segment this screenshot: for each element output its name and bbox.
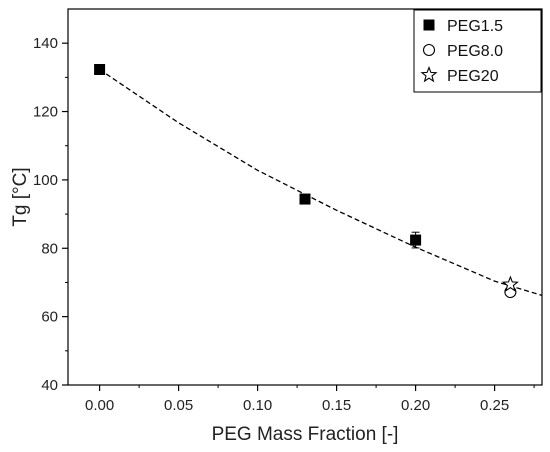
data-point-peg1-5 (410, 234, 422, 246)
x-axis-title: PEG Mass Fraction [-] (212, 424, 399, 445)
data-markers (94, 64, 519, 299)
x-tick-label: 0.10 (243, 397, 272, 414)
legend: PEG1.5 PEG8.0 PEG20 (413, 9, 542, 93)
y-axis-title: Tg [°C] (10, 167, 31, 226)
legend-label: PEG20 (447, 68, 499, 85)
legend-label: PEG8.0 (447, 43, 503, 60)
legend-marker (420, 65, 438, 83)
fit-line (99, 68, 543, 297)
legend-marker (422, 43, 436, 57)
data-point-peg1-5 (94, 64, 106, 76)
y-tick-label: 80 (41, 240, 58, 257)
y-tick-label: 40 (41, 377, 58, 394)
plot-frame (67, 8, 543, 386)
y-tick-label: 140 (33, 35, 58, 52)
legend-label: PEG1.5 (447, 18, 503, 35)
tick-labels: 0.00 0.05 0.10 0.15 0.20 0.25 40 60 80 100 120 140 (33, 35, 509, 414)
x-tick-label: 0.20 (401, 397, 430, 414)
y-tick-label: 100 (33, 172, 58, 189)
x-tick-label: 0.15 (322, 397, 351, 414)
y-tick-label: 120 (33, 104, 58, 121)
axis-ticks (62, 42, 535, 391)
x-tick-label: 0.05 (164, 397, 193, 414)
x-tick-label: 0.25 (480, 397, 509, 414)
x-tick-label: 0.00 (85, 397, 114, 414)
legend-box (413, 9, 542, 93)
y-tick-label: 60 (41, 309, 58, 326)
legend-marker (423, 19, 435, 31)
legend-items: PEG1.5 PEG8.0 PEG20 (420, 18, 503, 85)
data-point-peg1-5 (299, 193, 311, 205)
data-point-peg20 (501, 275, 519, 292)
